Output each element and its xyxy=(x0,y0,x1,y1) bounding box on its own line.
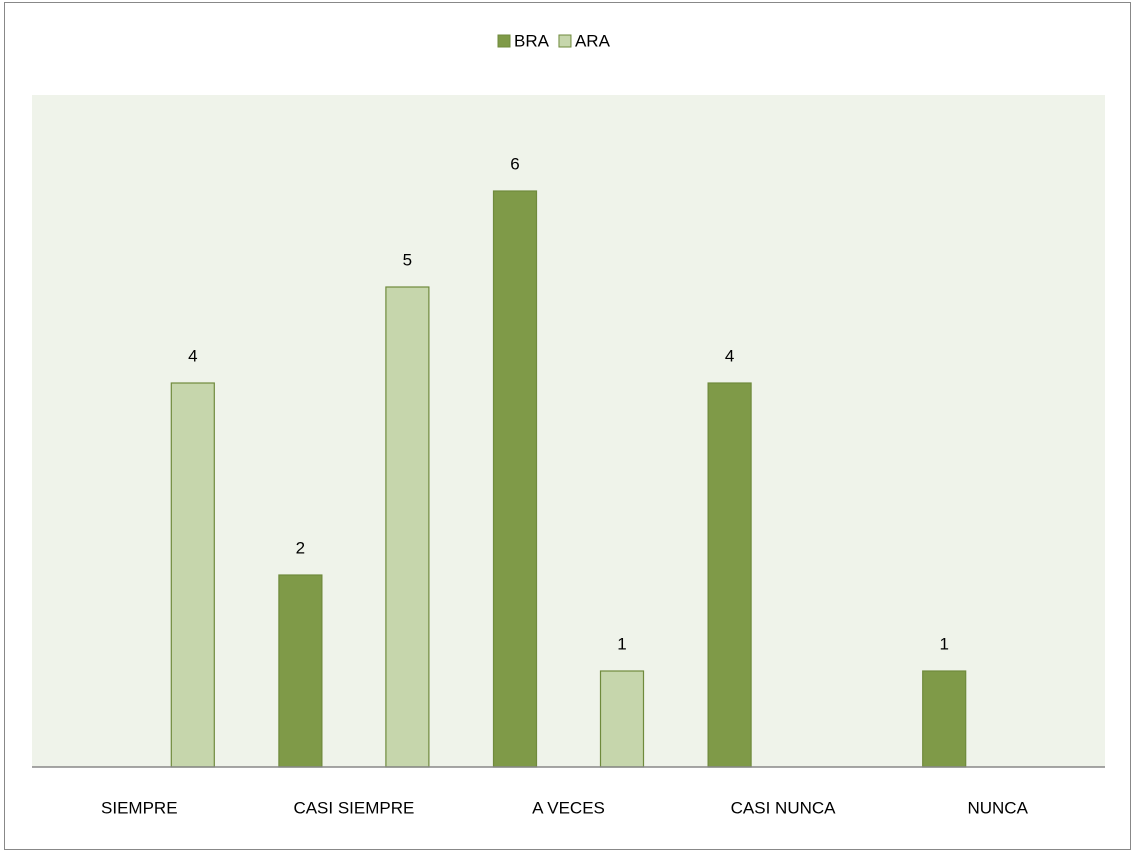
x-tick-label: CASI SIEMPRE xyxy=(293,798,414,817)
legend-label: ARA xyxy=(575,31,611,50)
bar xyxy=(170,382,215,768)
data-label: 4 xyxy=(188,346,197,365)
data-label: 6 xyxy=(510,154,519,173)
data-label: 1 xyxy=(939,634,948,653)
x-tick-label: CASI NUNCA xyxy=(731,798,837,817)
data-label: 1 xyxy=(617,634,626,653)
bar xyxy=(922,670,967,768)
bar xyxy=(599,670,645,768)
legend-swatch xyxy=(497,34,511,48)
bar xyxy=(385,286,430,768)
bar xyxy=(278,574,323,768)
bar xyxy=(492,190,538,768)
x-tick-label: NUNCA xyxy=(967,798,1028,817)
data-label: 5 xyxy=(403,250,412,269)
data-label: 2 xyxy=(296,538,305,557)
bar xyxy=(707,382,752,768)
x-tick-label: A VECES xyxy=(532,798,605,817)
legend-swatch xyxy=(558,34,572,48)
data-label: 4 xyxy=(725,346,734,365)
legend-label: BRA xyxy=(514,31,550,50)
x-tick-label: SIEMPRE xyxy=(101,798,178,817)
